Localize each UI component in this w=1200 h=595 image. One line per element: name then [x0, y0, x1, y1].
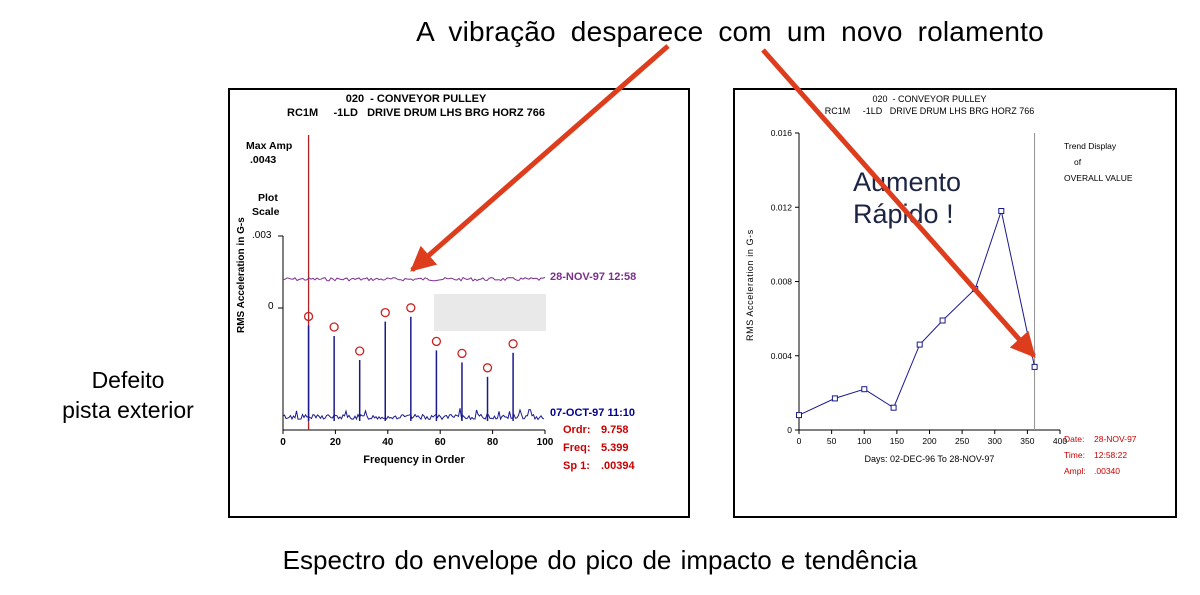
x-tick-label: 40	[382, 437, 394, 448]
y-tick-label: 0.004	[771, 351, 793, 361]
y-tick-label: 0.012	[771, 202, 793, 212]
bottom-caption: Espectro do envelope do pico de impacto …	[282, 545, 918, 575]
x-tick-label: 60	[435, 437, 447, 448]
x-tick-label: 0	[797, 436, 802, 446]
x-tick-label: 50	[827, 436, 837, 446]
legend-line1: Trend Display	[1064, 141, 1117, 151]
trend-line	[798, 209, 1036, 416]
trend-point-marker	[831, 395, 838, 402]
y-tick-label: 0	[787, 425, 792, 435]
readout-time: Time: 12:58:22	[1064, 450, 1128, 460]
x-tick-label: 20	[330, 437, 342, 448]
max-amp-value: .0043	[250, 154, 277, 166]
trend-point-marker	[998, 208, 1005, 214]
trend-x-axis-label: Days: 02-DEC-96 To 28-NOV-97	[864, 454, 995, 464]
trend-display-legend: Trend Display of OVERALL VALUE	[1064, 138, 1133, 186]
spectrum-x-axis-label: Frequency in Order	[363, 454, 465, 466]
x-tick-label: 0	[280, 437, 286, 448]
zero-tick-label: 0	[268, 301, 274, 312]
blank-patch	[434, 294, 546, 331]
readout-frequency: Freq: 5.399	[563, 442, 629, 454]
trace-after-repair	[282, 276, 546, 282]
fault-frequency-marker	[406, 303, 416, 313]
side-label-outer-race-defect: Defeito pista exterior	[28, 366, 228, 426]
trend-point-marker	[972, 285, 979, 292]
y-tick-label: 0.008	[771, 277, 793, 287]
cursor-readout: Ordr: 9.758 Freq: 5.399 Sp 1: .00394	[563, 421, 635, 475]
side-label-line1: Defeito	[91, 367, 165, 393]
fault-frequency-marker	[355, 346, 365, 356]
plot-scale-label-2: Scale	[252, 206, 280, 218]
annotation-line1: Aumento	[853, 167, 962, 197]
rapid-increase-annotation: Aumento Rápido !	[853, 166, 961, 231]
readout-order: Ordr: 9.758	[563, 424, 629, 436]
trend-chart-panel: 020 - CONVEYOR PULLEY RC1M -1LD DRIVE DR…	[733, 88, 1177, 518]
spectrum-date-before: 07-OCT-97 11:10	[550, 407, 635, 419]
readout-sp1: Sp 1: .00394	[563, 460, 635, 472]
fault-frequency-marker	[482, 363, 493, 373]
legend-line2: of	[1074, 157, 1082, 167]
legend-line3: OVERALL VALUE	[1064, 173, 1133, 183]
trend-point-marker	[796, 412, 802, 419]
fault-frequency-marker	[508, 339, 518, 349]
side-label-line2: pista exterior	[62, 396, 194, 423]
x-tick-label: 100	[857, 436, 871, 446]
x-tick-label: 300	[988, 436, 1002, 446]
trend-point-marker	[1031, 363, 1038, 370]
spectrum-chart-panel: 020 - CONVEYOR PULLEY RC1M -1LD DRIVE DR…	[228, 88, 690, 518]
readout-date: Date: 28-NOV-97	[1064, 434, 1137, 444]
trend-cursor-readout: Date: 28-NOV-97 Time: 12:58:22 Ampl: .00340	[1064, 431, 1137, 479]
x-tick-label: 400	[1053, 436, 1067, 446]
x-tick-label: 100	[537, 437, 554, 448]
trend-point-marker	[939, 317, 946, 324]
fault-frequency-marker	[380, 307, 390, 318]
fault-frequency-marker	[431, 336, 442, 347]
fault-frequency-marker	[303, 311, 314, 322]
plot-scale-label-1: Plot	[258, 192, 278, 204]
x-tick-label: 250	[955, 436, 969, 446]
trend-point-marker	[890, 404, 897, 411]
x-tick-label: 150	[890, 436, 904, 446]
trace-before-repair-floor	[282, 408, 545, 421]
scale-tick-label: .003	[252, 230, 272, 241]
trend-point-marker	[861, 386, 868, 393]
main-title: A vibração desparece com um novo rolamen…	[416, 16, 1044, 47]
x-tick-label: 350	[1020, 436, 1034, 446]
fault-frequency-marker	[457, 348, 467, 359]
trend-point-marker	[916, 341, 923, 348]
max-amp-label: Max Amp	[246, 140, 293, 152]
spectrum-date-after: 28-NOV-97 12:58	[550, 271, 637, 283]
fault-frequency-marker	[329, 322, 339, 332]
y-tick-label: 0.016	[771, 128, 793, 138]
spectrum-plot-area: 0 20 40 60 80 100	[278, 135, 554, 448]
x-tick-label: 200	[922, 436, 936, 446]
readout-ampl: Ampl: .00340	[1064, 466, 1120, 476]
annotation-line2: Rápido !	[853, 199, 954, 230]
x-tick-label: 80	[487, 437, 499, 448]
